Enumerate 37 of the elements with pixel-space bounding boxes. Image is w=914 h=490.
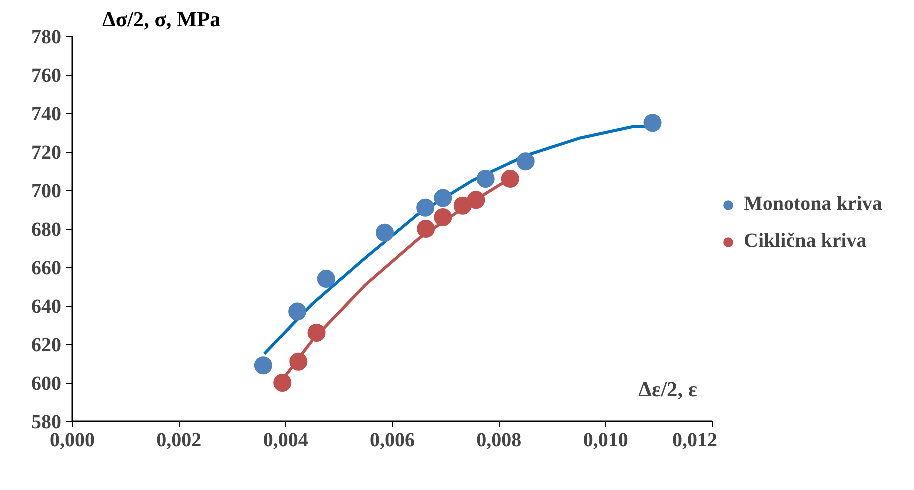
point [317,270,336,288]
y-tick-label: 680 [32,219,62,241]
point [290,352,308,371]
point [274,374,292,392]
x-tick-label: 0,012 [672,430,718,452]
x-tick-label: 0,010 [583,430,628,452]
point [416,198,435,217]
point [434,189,452,208]
y-tick-label: 660 [32,258,62,280]
point [516,152,535,171]
point [417,220,436,238]
point [254,356,272,375]
x-tick-label: 0,002 [156,430,202,452]
y-tick-label: 640 [32,296,62,318]
x-tick-label: 0,006 [370,430,415,452]
y-tick-label: 720 [32,142,62,164]
point [308,324,326,342]
x-tick-label: 0,004 [263,430,308,452]
y-tick-label: 740 [32,104,62,126]
point [476,170,495,188]
point [434,208,452,226]
point [501,170,520,188]
x-axis-title: Δε/2, ε [638,378,698,402]
y-tick-label: 600 [32,373,62,395]
y-tick-label: 780 [32,26,62,48]
point [467,191,486,210]
y-tick-label: 700 [32,180,62,202]
point [644,114,662,132]
y-tick-label: 760 [32,65,62,87]
legend-label: Ciklična kriva [744,230,867,253]
point [454,196,472,215]
legend-label: Monotona kriva [744,193,882,216]
point [376,224,394,242]
point [288,302,307,321]
y-tick-label: 620 [32,334,62,356]
y-axis-title: Δσ/2, σ, MPa [102,8,222,32]
x-tick-label: 0,008 [476,430,522,452]
